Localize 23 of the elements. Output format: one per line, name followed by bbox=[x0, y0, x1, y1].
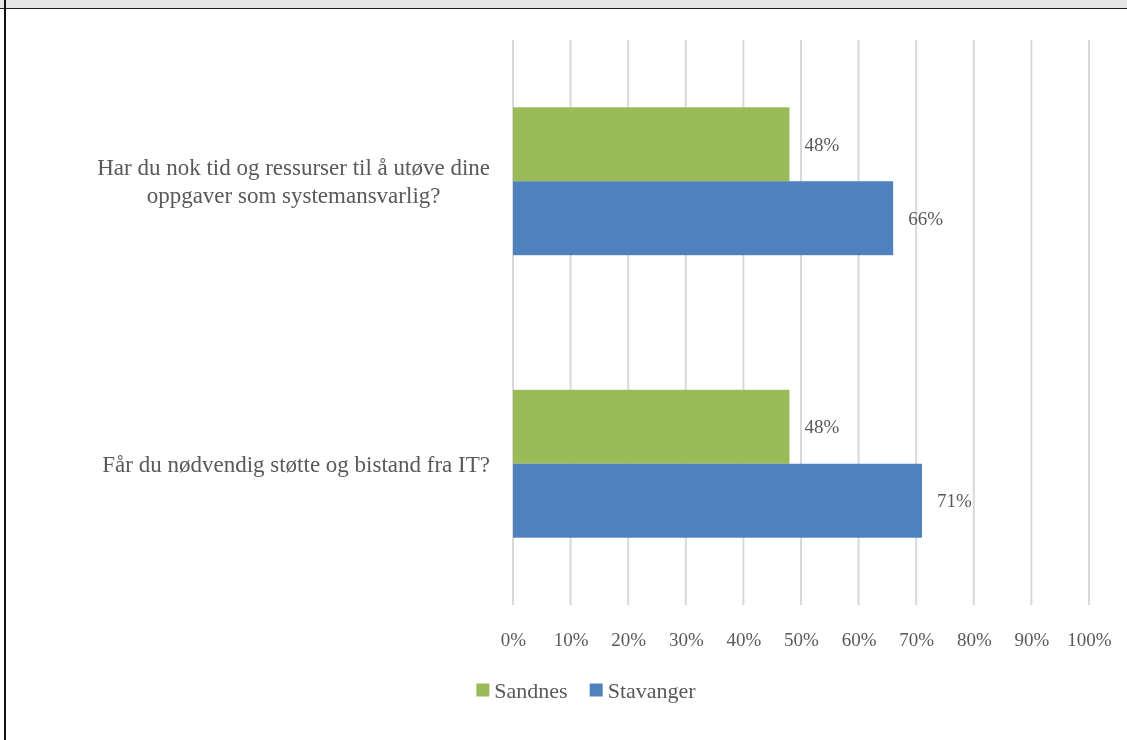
y-tick-label: Får du nødvendig støtte og bistand fra IT? bbox=[102, 451, 490, 477]
legend-label: Sandnes bbox=[494, 677, 568, 703]
x-tick-label: 80% bbox=[956, 628, 992, 650]
x-tick-label: 100% bbox=[1067, 628, 1112, 650]
y-tick-label: Har du nok tid og ressurser til å utøve dine oppgaver som systemansvarlig? bbox=[97, 155, 490, 209]
x-tick-label: 90% bbox=[1014, 628, 1050, 650]
bar bbox=[513, 107, 790, 182]
x-tick-label: 0% bbox=[500, 628, 527, 650]
x-tick-label: 70% bbox=[899, 628, 935, 650]
data-label: 71% bbox=[936, 490, 972, 512]
bar bbox=[513, 463, 922, 538]
x-tick-label: 10% bbox=[553, 628, 589, 650]
bar bbox=[513, 389, 790, 464]
data-label: 66% bbox=[908, 207, 944, 229]
x-tick-label: 50% bbox=[784, 628, 820, 650]
legend-label: Stavanger bbox=[607, 677, 697, 703]
x-tick-label: 60% bbox=[841, 628, 877, 650]
x-tick-label: 30% bbox=[668, 628, 704, 650]
data-label: 48% bbox=[804, 416, 840, 438]
x-tick-label: 40% bbox=[726, 628, 762, 650]
bar bbox=[513, 181, 894, 256]
data-label: 48% bbox=[804, 133, 840, 155]
x-tick-label: 20% bbox=[611, 628, 647, 650]
